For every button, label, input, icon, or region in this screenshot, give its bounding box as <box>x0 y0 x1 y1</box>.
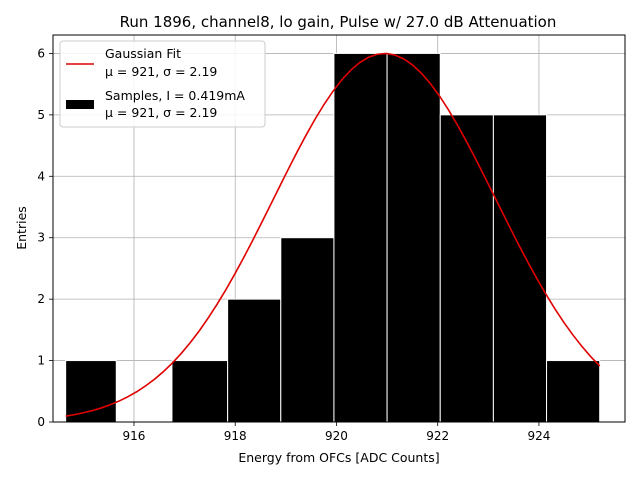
chart-title: Run 1896, channel8, lo gain, Pulse w/ 27… <box>120 13 557 31</box>
histogram-bar <box>439 114 494 423</box>
x-tick-label: 924 <box>527 429 550 443</box>
histogram-bar <box>227 298 282 423</box>
y-axis-label: Entries <box>14 206 29 250</box>
histogram-bar <box>171 360 229 423</box>
plot-frame <box>52 34 626 423</box>
legend-fit-stats: μ = 921, σ = 2.19 <box>105 64 217 79</box>
y-axis-ticks: 0 1 2 3 4 5 6 <box>37 46 53 429</box>
x-axis-ticks: 916 918 920 922 924 <box>123 422 550 443</box>
y-tick-label: 5 <box>37 108 45 122</box>
legend-samples-label: Samples, I = 0.419mA <box>105 88 245 103</box>
y-tick-label: 0 <box>37 415 45 429</box>
legend-samples-stats: μ = 921, σ = 2.19 <box>105 105 217 120</box>
x-tick-label: 920 <box>325 429 348 443</box>
x-axis-label: Energy from OFCs [ADC Counts] <box>238 450 439 465</box>
y-tick-label: 2 <box>37 292 45 306</box>
histogram-bar <box>492 114 548 423</box>
legend-box <box>59 40 266 128</box>
histogram-bar <box>65 360 117 423</box>
x-tick-label: 916 <box>123 429 146 443</box>
histogram-bar <box>546 360 601 423</box>
histogram-bar <box>333 52 388 423</box>
histogram-bars <box>65 52 601 423</box>
x-tick-label: 918 <box>224 429 247 443</box>
legend-fit-label: Gaussian Fit <box>105 46 181 61</box>
y-tick-label: 6 <box>37 46 45 60</box>
legend: Gaussian Fit μ = 921, σ = 2.19 Samples, … <box>59 40 266 128</box>
gaussian-fit-line <box>65 52 601 417</box>
histogram-bar <box>386 52 441 423</box>
y-tick-label: 1 <box>37 354 45 368</box>
x-tick-label: 922 <box>426 429 449 443</box>
legend-samples-swatch <box>66 100 94 109</box>
histogram-bar <box>280 237 335 423</box>
y-tick-label: 4 <box>37 169 45 183</box>
y-tick-label: 3 <box>37 231 45 245</box>
